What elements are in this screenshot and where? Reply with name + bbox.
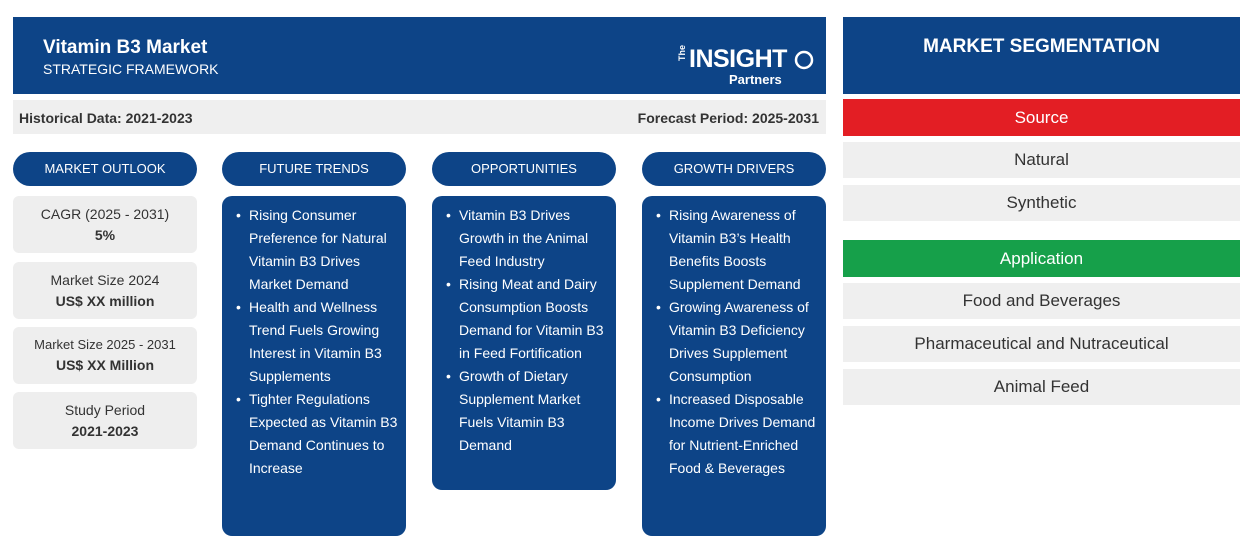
- market-outlook-heading: MARKET OUTLOOK: [13, 152, 197, 186]
- segment-category-source: Source: [843, 99, 1240, 136]
- segment-category-application: Application: [843, 240, 1240, 277]
- header-banner: Vitamin B3 Market STRATEGIC FRAMEWORK Th…: [13, 17, 826, 94]
- opportunities-heading: OPPORTUNITIES: [432, 152, 616, 186]
- logo-the-text: The: [677, 44, 687, 61]
- market-segmentation-heading: MARKET SEGMENTATION: [843, 17, 1240, 94]
- page-title: Vitamin B3 Market: [43, 37, 208, 58]
- segment-item-synthetic: Synthetic: [843, 185, 1240, 221]
- list-item: Vitamin B3 Drives Growth in the Animal F…: [446, 204, 608, 273]
- stat-value: 2021-2023: [71, 423, 139, 439]
- growth-drivers-heading: GROWTH DRIVERS: [642, 152, 826, 186]
- future-trends-list: Rising Consumer Preference for Natural V…: [236, 204, 398, 480]
- logo-insight-text: INSIGHT: [689, 45, 787, 73]
- stat-label: CAGR (2025 - 2031): [40, 206, 170, 222]
- list-item: Tighter Regulations Expected as Vitamin …: [236, 388, 398, 480]
- stat-label: Market Size 2025 - 2031: [34, 337, 176, 352]
- date-bar: Historical Data: 2021-2023 Forecast Peri…: [13, 100, 826, 134]
- growth-drivers-panel: Rising Awareness of Vitamin B3’s Health …: [642, 196, 826, 536]
- list-item: Growing Awareness of Vitamin B3 Deficien…: [656, 296, 818, 388]
- stat-value: US$ XX Million: [55, 357, 154, 373]
- logo-partners-text: Partners: [729, 72, 782, 87]
- segment-item-natural: Natural: [843, 142, 1240, 178]
- stat-label: Market Size 2024: [50, 272, 160, 288]
- growth-drivers-list: Rising Awareness of Vitamin B3’s Health …: [656, 204, 818, 480]
- list-item: Rising Awareness of Vitamin B3’s Health …: [656, 204, 818, 296]
- insight-partners-logo: The INSIGHT Partners: [671, 35, 819, 93]
- forecast-period-label: Forecast Period: 2025-2031: [637, 110, 819, 126]
- list-item: Rising Consumer Preference for Natural V…: [236, 204, 398, 296]
- stat-card-market-size-forecast: Market Size 2025 - 2031 US$ XX Million: [13, 327, 197, 384]
- list-item: Health and Wellness Trend Fuels Growing …: [236, 296, 398, 388]
- stat-value: 5%: [94, 227, 116, 243]
- stat-label: Study Period: [64, 402, 146, 418]
- opportunities-list: Vitamin B3 Drives Growth in the Animal F…: [446, 204, 608, 457]
- future-trends-heading: FUTURE TRENDS: [222, 152, 406, 186]
- opportunities-panel: Vitamin B3 Drives Growth in the Animal F…: [432, 196, 616, 490]
- segment-item-food-beverages: Food and Beverages: [843, 283, 1240, 319]
- list-item: Increased Disposable Income Drives Deman…: [656, 388, 818, 480]
- segment-item-pharmaceutical: Pharmaceutical and Nutraceutical: [843, 326, 1240, 362]
- historical-data-label: Historical Data: 2021-2023: [19, 110, 193, 126]
- stat-card-market-size-2024: Market Size 2024 US$ XX million: [13, 262, 197, 319]
- stat-card-study-period: Study Period 2021-2023: [13, 392, 197, 449]
- stat-value: US$ XX million: [55, 293, 155, 309]
- list-item: Rising Meat and Dairy Consumption Boosts…: [446, 273, 608, 365]
- page-subtitle: STRATEGIC FRAMEWORK: [43, 61, 219, 77]
- stat-card-cagr: CAGR (2025 - 2031) 5%: [13, 196, 197, 253]
- segment-item-animal-feed: Animal Feed: [843, 369, 1240, 405]
- future-trends-panel: Rising Consumer Preference for Natural V…: [222, 196, 406, 536]
- logo-circle-icon: [794, 50, 814, 70]
- list-item: Growth of Dietary Supplement Market Fuel…: [446, 365, 608, 457]
